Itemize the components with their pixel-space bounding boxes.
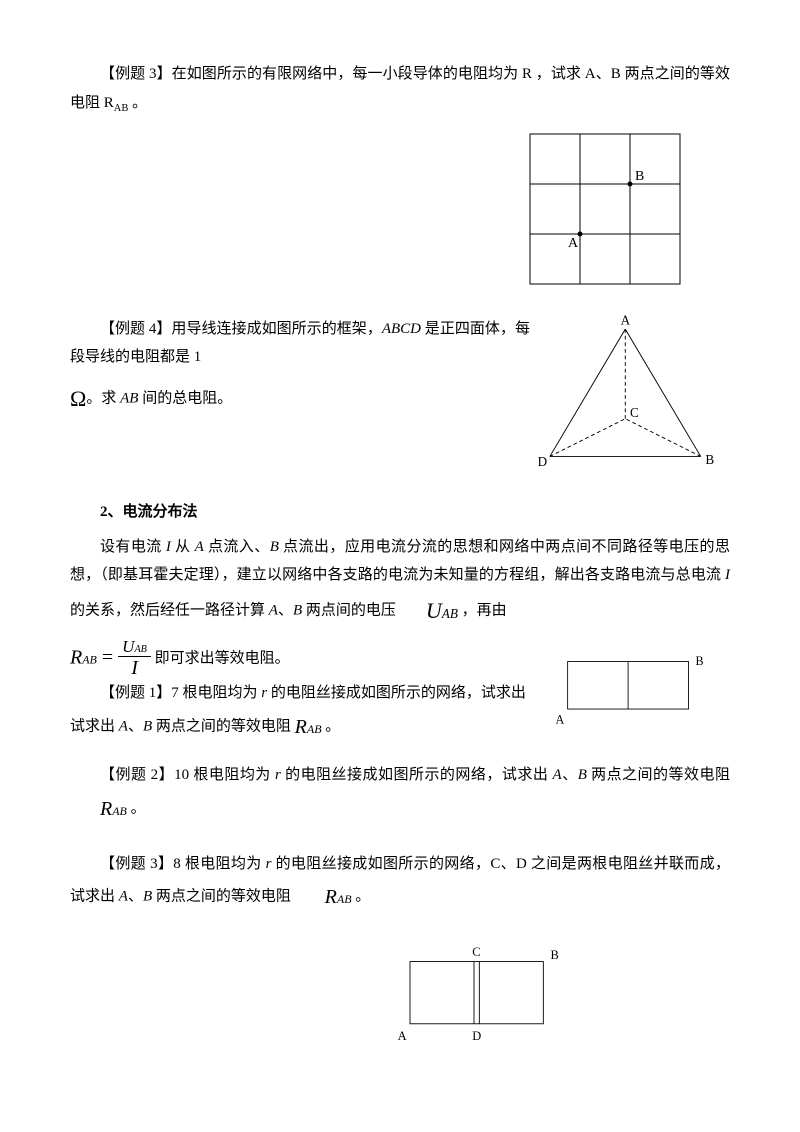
e2-A: A bbox=[553, 767, 562, 783]
f-R: R bbox=[70, 646, 82, 668]
s2-ex1-line1: 【例题 1】7 根电阻均为 r 的电阻丝接成如图所示的网络，试求出 bbox=[70, 679, 530, 708]
e1-tail: 。 bbox=[322, 718, 341, 734]
s2-c1: 、 bbox=[278, 602, 293, 618]
e3-a: 【例题 3】8 根电阻均为 bbox=[100, 856, 266, 872]
f-eq: = bbox=[102, 646, 118, 668]
s2-ex1-line2: 试求出 A、B 两点之间的等效电阻 RAB 。 bbox=[70, 708, 530, 746]
e1-A: A bbox=[119, 718, 128, 734]
s2-A2: A bbox=[269, 602, 278, 618]
s2-ex3-figure: C B A D bbox=[70, 942, 730, 1073]
ex3-grid-figure: A B bbox=[70, 124, 730, 305]
s2-Usub: AB bbox=[442, 606, 458, 621]
s2-ex1-figure: B A bbox=[540, 638, 730, 752]
s2-ex2-text: 【例题 2】10 根电阻均为 r 的电阻丝接成如图所示的网络，试求出 A、B 两… bbox=[70, 761, 730, 828]
s2-t7: ，再由 bbox=[458, 602, 507, 618]
section2-heading: 2、电流分布法 bbox=[70, 498, 730, 527]
e3-B: B bbox=[143, 889, 152, 905]
s2-ex3-text: 【例题 3】8 根电阻均为 r 的电阻丝接成如图所示的网络，C、D 之间是两根电… bbox=[70, 850, 730, 917]
section2-intro: 设有电流 I 从 A 点流入、B 点流出，应用电流分流的思想和网络中两点间不同路… bbox=[70, 533, 730, 632]
e2-b: 的电阻丝接成如图所示的网络，试求出 bbox=[281, 767, 553, 783]
ex4-tail: 间的总电阻。 bbox=[138, 390, 232, 406]
tetra-a: A bbox=[621, 315, 631, 327]
s2-B2: B bbox=[293, 602, 302, 618]
ex4-text: 【例题 4】用导线连接成如图所示的框架，ABCD 是正四面体，每段导线的电阻都是… bbox=[70, 315, 530, 372]
e3-labD: D bbox=[472, 1029, 481, 1043]
e1-d: 两点之间的等效电阻 bbox=[152, 718, 295, 734]
tetra-b: B bbox=[705, 452, 714, 467]
e2-Rsub: AB bbox=[112, 804, 127, 818]
s2-A1: A bbox=[195, 539, 204, 555]
s2-t6: 两点间的电压 bbox=[302, 602, 396, 618]
ex4-after: 。求 bbox=[86, 390, 120, 406]
document-page: 【例题 3】在如图所示的有限网络中，每一小段导体的电阻均为 R ，试求 A、B … bbox=[0, 0, 800, 1132]
e1-R: R bbox=[295, 716, 307, 738]
e2-B: B bbox=[578, 767, 587, 783]
f-I: I bbox=[118, 657, 151, 679]
f-Usub: AB bbox=[134, 644, 146, 655]
e2-d: 两点之间的等效电阻 bbox=[587, 767, 730, 783]
e2-R: R bbox=[100, 798, 112, 820]
s2-t8: 即可求出等效电阻。 bbox=[155, 650, 290, 666]
e3-labC: C bbox=[472, 945, 480, 959]
s2-B1: B bbox=[270, 539, 279, 555]
ex4-abcd: ABCD bbox=[382, 321, 421, 337]
ex4-line2: Ω。求 AB 间的总电阻。 bbox=[70, 378, 530, 420]
e1-B: B bbox=[143, 718, 152, 734]
e1-Rsub: AB bbox=[307, 722, 322, 736]
s2-U: U bbox=[426, 598, 442, 623]
e3-d: 两点之间的等效电阻 bbox=[152, 889, 295, 905]
s2-t1: 设有电流 bbox=[100, 539, 166, 555]
s2-t5: 的关系，然后经任一路径计算 bbox=[70, 602, 269, 618]
grid-label-b: B bbox=[635, 169, 644, 184]
s2-t3: 点流入、 bbox=[204, 539, 270, 555]
ex3-tail: 。 bbox=[128, 95, 147, 111]
ex4-block: 【例题 4】用导线连接成如图所示的框架，ABCD 是正四面体，每段导线的电阻都是… bbox=[70, 315, 730, 491]
grid-label-a: A bbox=[568, 236, 579, 251]
e2-c: 、 bbox=[562, 767, 578, 783]
f-U: U bbox=[122, 637, 134, 656]
ex3-sub: AB bbox=[114, 103, 129, 114]
f-Rsub: AB bbox=[82, 652, 97, 666]
omega-symbol: Ω bbox=[70, 386, 86, 411]
e3-Rsub: AB bbox=[337, 892, 352, 906]
s2-formula-line: RAB = UAB I 即可求出等效电阻。 bbox=[70, 638, 530, 680]
e1-labB: B bbox=[695, 654, 703, 668]
ex3-text: 【例题 3】在如图所示的有限网络中，每一小段导体的电阻均为 R ，试求 A、B … bbox=[70, 60, 730, 118]
e3-c: 、 bbox=[128, 889, 143, 905]
e3-R: R bbox=[325, 886, 337, 908]
ex4-tetra-figure: A B C D bbox=[530, 315, 730, 491]
ex3-body: 【例题 3】在如图所示的有限网络中，每一小段导体的电阻均为 R ，试求 A、B … bbox=[70, 66, 730, 111]
s2-formula-ex1-row: RAB = UAB I 即可求出等效电阻。 【例题 1】7 根电阻均为 r 的电… bbox=[70, 638, 730, 752]
e1-b: 的电阻丝接成如图所示的网络，试求出 bbox=[267, 685, 526, 701]
e1-c: 、 bbox=[128, 718, 143, 734]
s2-t2: 从 bbox=[171, 539, 195, 555]
e1-labA: A bbox=[556, 712, 565, 726]
ex4-ab: AB bbox=[120, 390, 138, 406]
s2-I2: I bbox=[725, 567, 730, 583]
e2-a: 【例题 2】10 根电阻均为 bbox=[100, 767, 275, 783]
e3-labA: A bbox=[398, 1029, 407, 1043]
e3-tail: 。 bbox=[352, 889, 371, 905]
e3-A: A bbox=[119, 889, 128, 905]
e1-a: 【例题 1】7 根电阻均为 bbox=[100, 685, 261, 701]
tetra-c: C bbox=[630, 405, 639, 420]
ex4-prefix: 【例题 4】用导线连接成如图所示的框架， bbox=[100, 321, 382, 337]
tetra-d: D bbox=[538, 454, 548, 469]
e3-labB: B bbox=[550, 948, 558, 962]
e2-tail: 。 bbox=[127, 800, 146, 816]
